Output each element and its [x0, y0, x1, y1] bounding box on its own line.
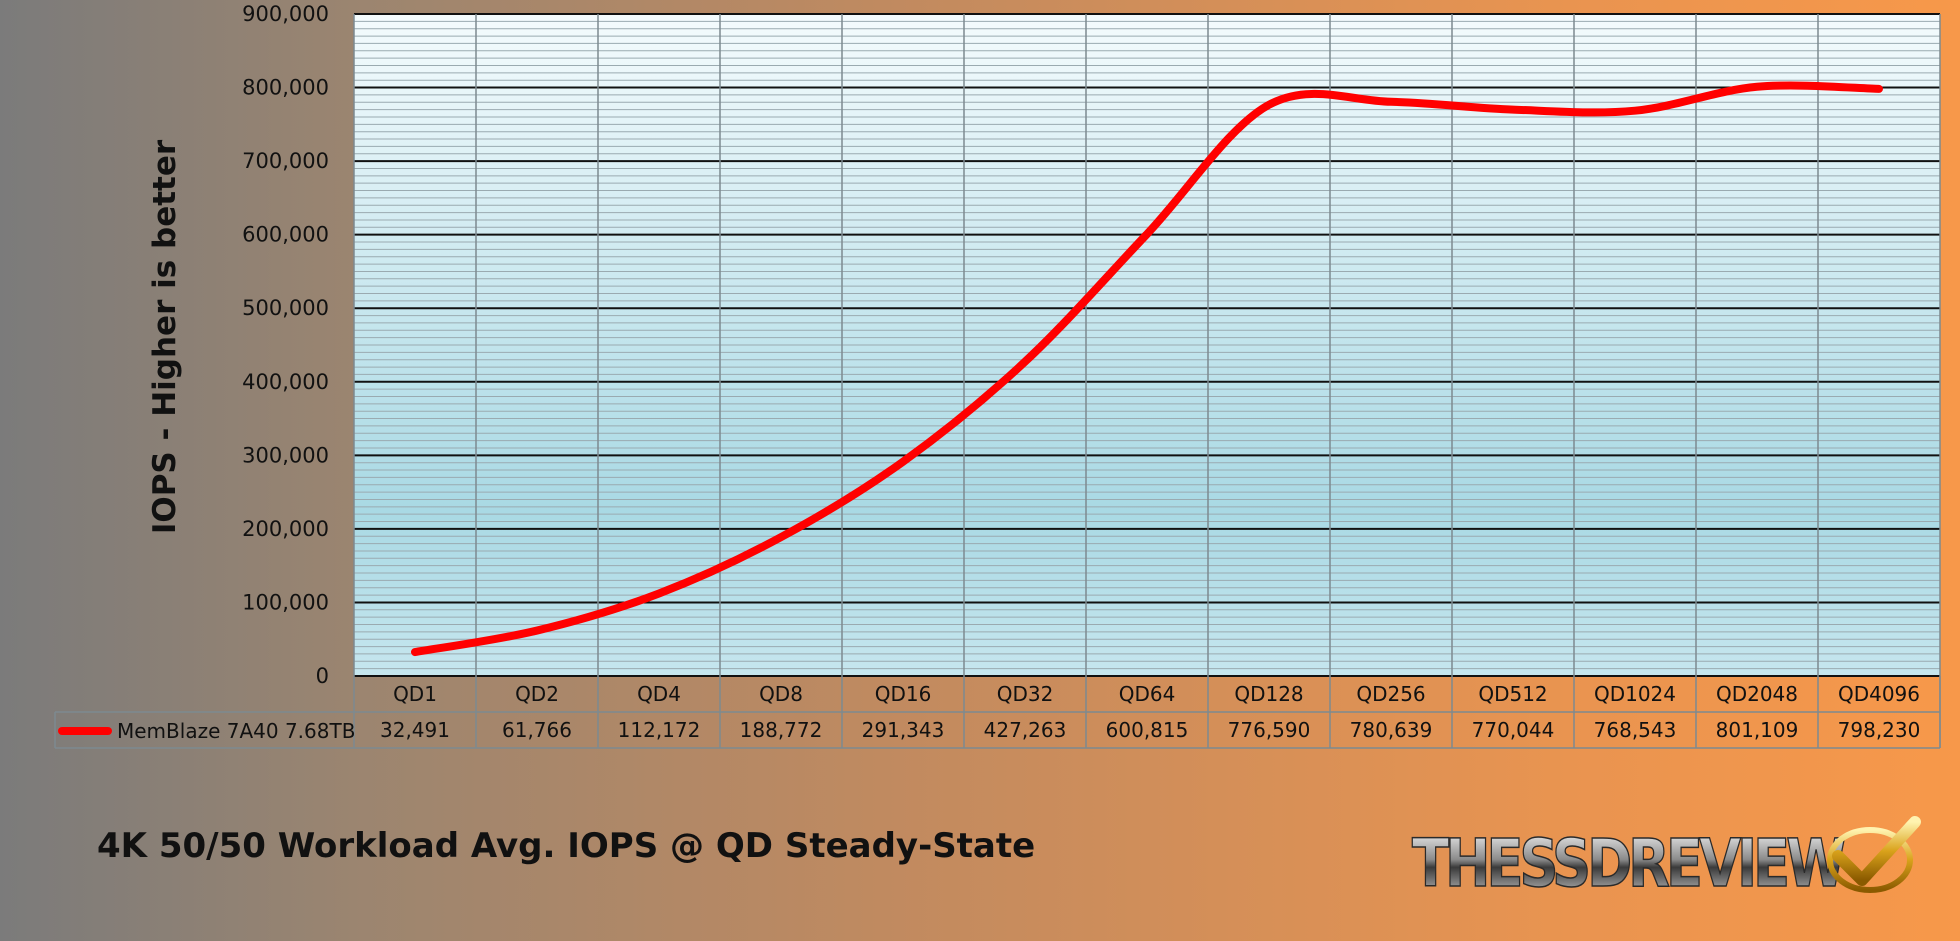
data-label: 188,772 — [740, 718, 823, 742]
y-tick-label: 900,000 — [242, 2, 329, 26]
data-point — [900, 458, 906, 465]
y-tick-label: 400,000 — [242, 370, 329, 394]
x-tick-label: QD2048 — [1716, 682, 1798, 706]
y-tick-label: 800,000 — [242, 76, 329, 100]
y-tick-label: 700,000 — [242, 149, 329, 173]
data-label: 32,491 — [380, 718, 450, 742]
data-point — [1144, 231, 1150, 238]
x-tick-label: QD256 — [1356, 682, 1425, 706]
x-tick-label: QD32 — [997, 682, 1054, 706]
x-tick-label: QD4 — [637, 682, 681, 706]
x-tick-label: QD1024 — [1594, 682, 1676, 706]
x-tick-label: QD16 — [875, 682, 932, 706]
x-tick-label: QD64 — [1119, 682, 1176, 706]
checkmark-icon — [1827, 816, 1921, 893]
data-label: 780,639 — [1350, 718, 1433, 742]
data-label: 61,766 — [502, 718, 572, 742]
logo-wordmark: THESSDREVIEW — [1412, 825, 1845, 902]
data-point — [1632, 107, 1638, 114]
y-axis-title: IOPS - Higher is better — [147, 139, 183, 534]
x-tick-label: QD1 — [393, 682, 437, 706]
data-point — [1510, 106, 1516, 113]
data-point — [1388, 98, 1394, 105]
x-tick-label: QD128 — [1234, 682, 1303, 706]
data-label: 770,044 — [1472, 718, 1555, 742]
data-label: 776,590 — [1228, 718, 1311, 742]
x-tick-label: QD8 — [759, 682, 803, 706]
x-tick-label: QD4096 — [1838, 682, 1920, 706]
y-tick-label: 100,000 — [242, 590, 329, 614]
data-label: 801,109 — [1716, 718, 1799, 742]
data-label: 600,815 — [1106, 718, 1189, 742]
y-tick-label: 500,000 — [242, 296, 329, 320]
x-tick-label: QD2 — [515, 682, 559, 706]
data-label: 427,263 — [984, 718, 1067, 742]
data-label: 768,543 — [1594, 718, 1677, 742]
data-point — [1876, 85, 1882, 92]
y-tick-label: 300,000 — [242, 443, 329, 467]
logo: THESSDREVIEW — [1411, 816, 1921, 903]
chart-title: 4K 50/50 Workload Avg. IOPS @ QD Steady-… — [97, 826, 1036, 866]
y-tick-label: 600,000 — [242, 223, 329, 247]
x-tick-label: QD512 — [1478, 682, 1547, 706]
data-point — [534, 627, 540, 634]
legend-label: MemBlaze 7A40 7.68TB — [117, 719, 355, 743]
data-label: 291,343 — [862, 718, 945, 742]
data-point — [1022, 358, 1028, 365]
data-point — [656, 590, 662, 597]
data-point — [412, 649, 418, 656]
data-label: 112,172 — [618, 718, 701, 742]
data-label: 798,230 — [1838, 718, 1921, 742]
y-tick-label: 200,000 — [242, 517, 329, 541]
y-tick-label: 0 — [316, 664, 329, 688]
data-point — [1266, 101, 1272, 108]
data-point — [1754, 83, 1760, 90]
data-point — [778, 534, 784, 541]
